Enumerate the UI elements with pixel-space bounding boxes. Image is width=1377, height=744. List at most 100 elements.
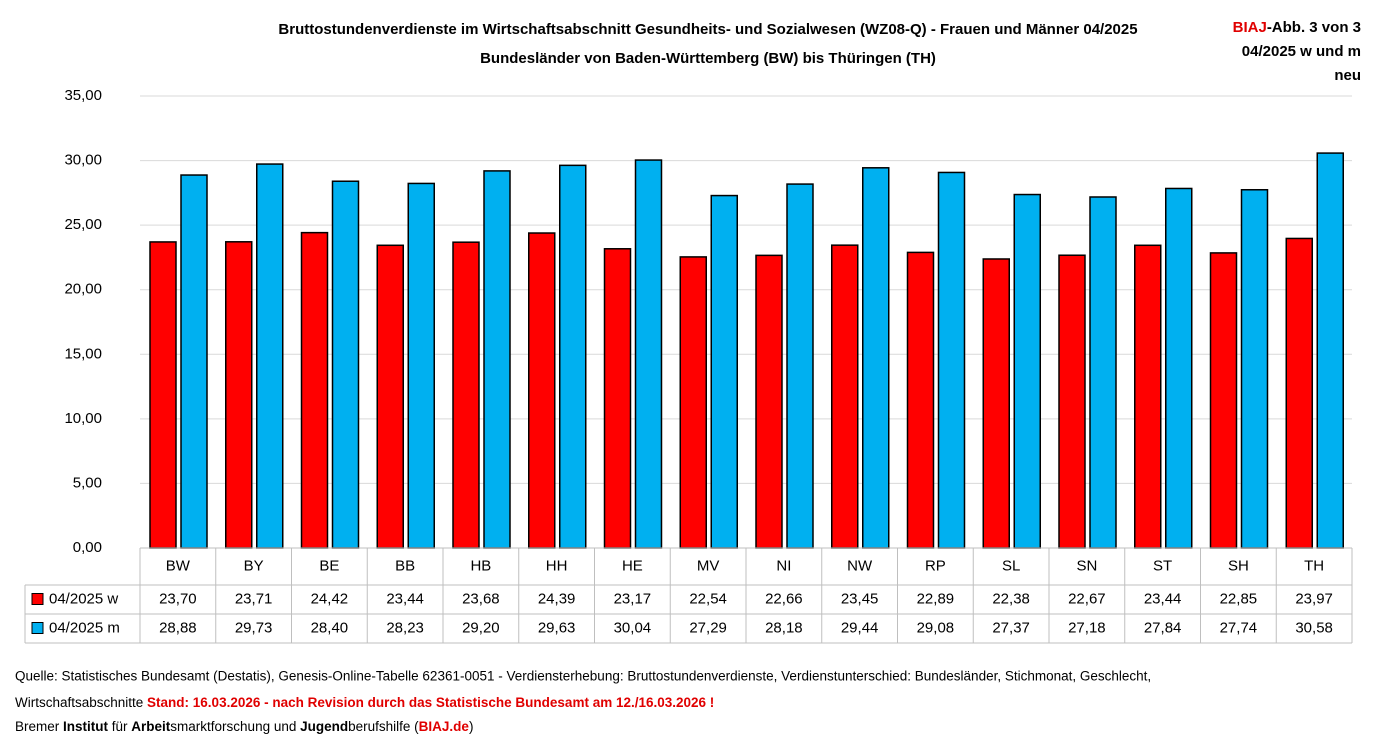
table-value: 29,20 [462,619,500,636]
bar [1013,193,1041,549]
table-value: 24,39 [538,590,576,607]
footer-text: ) [469,719,474,734]
bar [1240,189,1269,549]
footer-text: Jugend [300,719,348,734]
bar [1058,254,1086,549]
footer-line: Quelle: Statistisches Bundesamt (Destati… [15,669,1151,684]
table-value: 22,54 [689,590,727,607]
footer-text: berufshilfe ( [348,719,419,734]
bar [407,182,435,549]
y-tick-label: 10,00 [64,410,102,427]
footer-text: Wirtschaftsabschnitte [15,695,147,710]
table-value: 22,38 [992,590,1030,607]
footer-text: für [108,719,131,734]
table-value: 30,04 [614,619,652,636]
y-tick-label: 15,00 [64,345,102,362]
x-tick-label: SH [1228,557,1249,574]
table-value: 30,58 [1295,619,1333,636]
bar [937,171,966,549]
x-tick-label: MV [697,557,720,574]
x-tick-label: NI [776,557,791,574]
footer-highlight: Stand: 16.03.2026 - nach Revision durch … [147,695,714,710]
x-tick-label: BY [244,557,264,574]
bar [710,194,738,549]
x-tick-label: SL [1002,557,1020,574]
y-tick-label: 35,00 [64,87,102,104]
bar [755,254,783,549]
footer-line: Bremer Institut für Arbeitsmarktforschun… [15,719,473,734]
corner-note: BIAJ-Abb. 3 von 3 [1233,19,1361,36]
brand: BIAJ [1233,19,1267,36]
table-value: 23,44 [386,590,424,607]
x-tick-label: NW [847,557,873,574]
bar [559,164,587,549]
bar [180,174,208,549]
table-value: 23,45 [841,590,879,607]
table-value: 23,70 [159,590,197,607]
table-value: 28,88 [159,619,197,636]
table-value: 27,84 [1144,619,1182,636]
legend-swatch [31,593,44,605]
table-value: 28,18 [765,619,803,636]
x-tick-label: BE [319,557,339,574]
corner-note: neu [1334,67,1361,84]
bar [634,159,663,549]
x-tick-label: BW [166,557,191,574]
figure-number: -Abb. 3 von 3 [1267,19,1361,36]
table-value: 22,85 [1220,590,1258,607]
x-tick-label: HB [470,557,491,574]
footer-text: smarktforschung und [170,719,300,734]
corner-note: 04/2025 w und m [1242,43,1361,60]
bar [452,241,480,549]
bar [786,183,814,549]
table-value: 27,74 [1220,619,1258,636]
bar [528,232,556,549]
table-value: 27,37 [992,619,1030,636]
table-value: 23,71 [235,590,273,607]
x-tick-label: RP [925,557,946,574]
chart-title: Bruttostundenverdienste im Wirtschaftsab… [278,21,1137,38]
bar [982,258,1010,549]
table-value: 28,40 [311,619,349,636]
y-tick-label: 25,00 [64,216,102,233]
bar [1089,196,1117,549]
bar [831,244,859,549]
table-value: 28,23 [386,619,424,636]
bar [1165,187,1193,549]
bar [331,180,360,549]
footer-text: Bremer [15,719,63,734]
bar [256,163,284,549]
footer-text: Arbeit [131,719,171,734]
table-value: 22,89 [917,590,955,607]
table-value: 22,66 [765,590,803,607]
y-tick-label: 5,00 [73,474,102,491]
table-value: 23,97 [1295,590,1333,607]
bar [679,256,707,549]
x-tick-label: BB [395,557,415,574]
x-tick-label: HE [622,557,643,574]
bar [906,251,935,549]
table-value: 27,29 [689,619,727,636]
table-value: 29,44 [841,619,879,636]
x-tick-label: ST [1153,557,1172,574]
y-tick-label: 0,00 [73,539,102,556]
x-tick-label: HH [546,557,568,574]
bar [300,231,329,549]
bar [862,167,890,549]
bar [225,241,253,549]
table-value: 23,44 [1144,590,1182,607]
table-value: 27,18 [1068,619,1106,636]
table-value: 23,68 [462,590,500,607]
y-tick-label: 30,00 [64,152,102,169]
x-tick-label: SN [1076,557,1097,574]
bar [1285,237,1313,549]
legend-label: 04/2025 m [49,619,120,636]
x-tick-label: TH [1304,557,1324,574]
bar [1316,152,1344,549]
chart-subtitle: Bundesländer von Baden-Württemberg (BW) … [480,50,936,67]
legend-swatch [31,622,44,634]
table-value: 22,67 [1068,590,1106,607]
bar [603,248,632,549]
footer-text: Institut [63,719,108,734]
